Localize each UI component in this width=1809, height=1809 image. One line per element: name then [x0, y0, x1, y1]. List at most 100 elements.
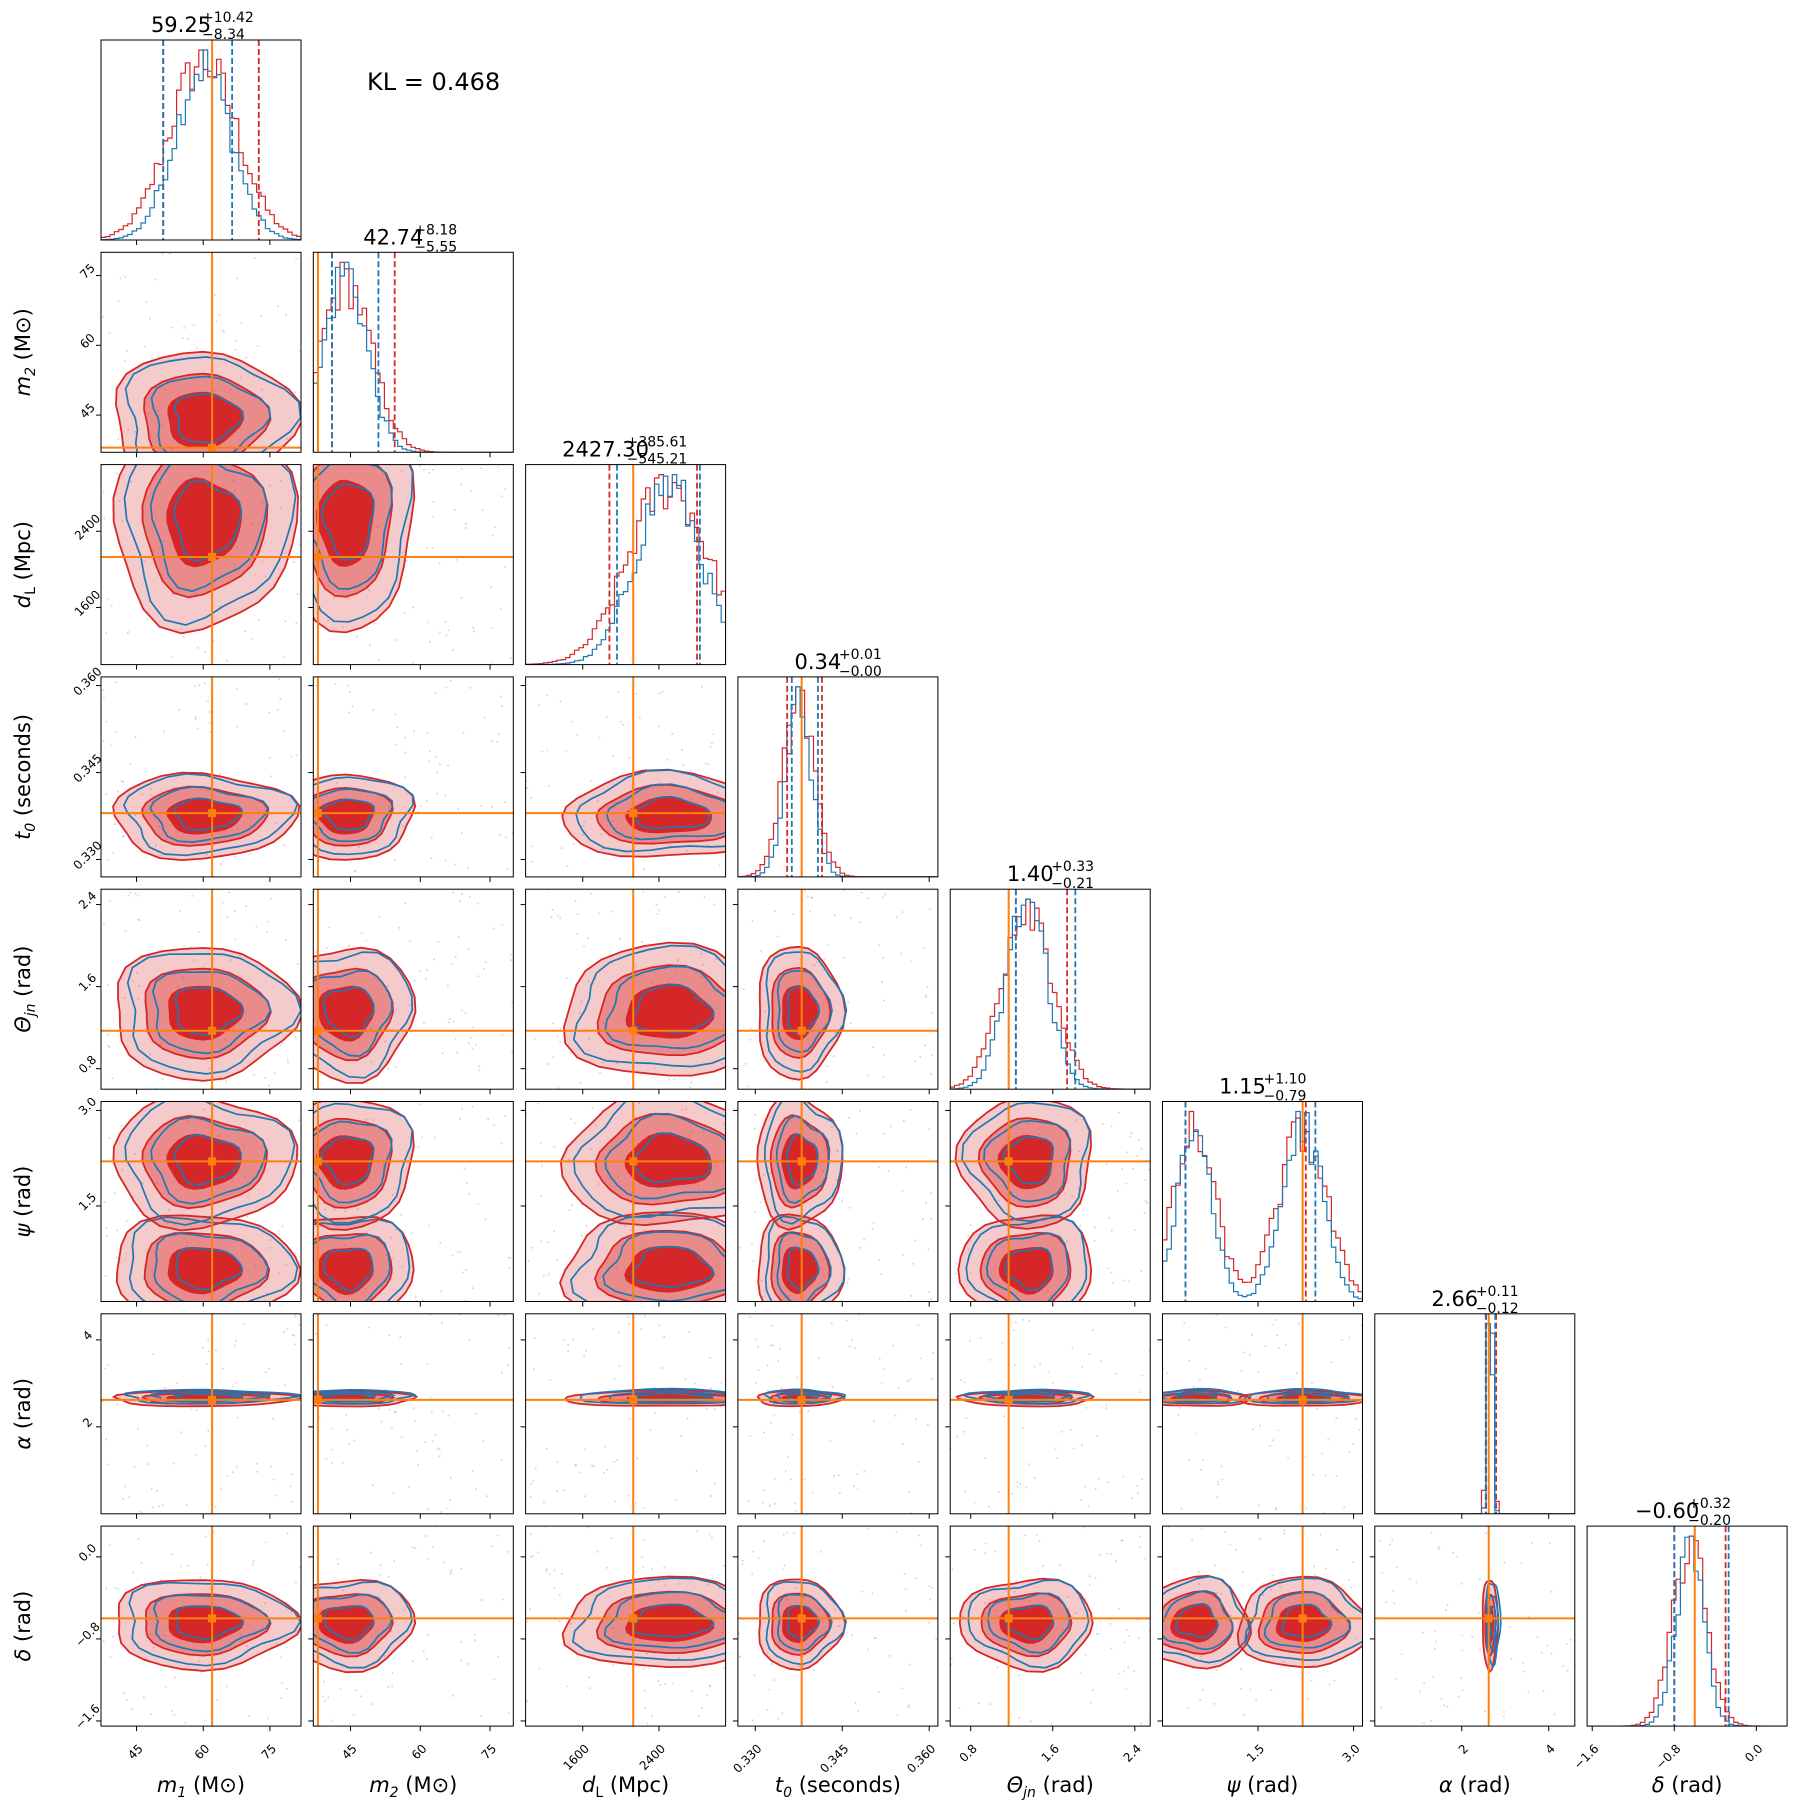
scatter-point — [264, 1541, 267, 1544]
panel-frame — [1162, 1313, 1363, 1515]
axis-label-symbol: Θ — [1007, 1773, 1024, 1797]
scatter-point — [702, 1188, 705, 1191]
scatter-point — [346, 1428, 349, 1431]
scatter-point — [1335, 1474, 1338, 1477]
scatter-point — [689, 769, 692, 772]
scatter-point — [860, 891, 863, 894]
x-tick-label-alpha: 4 — [1543, 1742, 1558, 1757]
scatter-point — [1033, 1365, 1036, 1368]
scatter-point — [856, 1472, 859, 1475]
scatter-point — [239, 376, 242, 379]
scatter-point — [354, 1688, 357, 1691]
scatter-point — [749, 1434, 752, 1437]
scatter-point — [770, 1663, 773, 1666]
scatter-point — [754, 1211, 757, 1214]
scatter-point — [880, 1381, 883, 1384]
scatter-point — [700, 1706, 703, 1709]
scatter-point — [717, 791, 720, 794]
scatter-point — [917, 1534, 920, 1537]
scatter-point — [676, 958, 679, 961]
scatter-point — [243, 1176, 246, 1179]
scatter-point — [1271, 1323, 1274, 1326]
scatter-point — [163, 1386, 166, 1389]
scatter-point — [391, 1671, 394, 1674]
scatter-point — [552, 1056, 555, 1059]
scatter-point — [542, 1501, 545, 1504]
scatter-point — [848, 1277, 851, 1280]
scatter-point — [358, 846, 361, 849]
panel-frame — [100, 888, 302, 1090]
scatter-point — [1423, 1721, 1426, 1724]
contour-blue-0 — [124, 1388, 301, 1405]
scatter-point — [492, 927, 495, 930]
scatter-point — [451, 963, 454, 966]
panel-content — [101, 1526, 301, 1727]
contour-blue-0 — [1162, 1575, 1251, 1664]
scatter-point — [1012, 1329, 1015, 1332]
scatter-point — [1202, 1458, 1205, 1461]
scatter-point — [511, 1001, 514, 1004]
scatter-point — [1002, 1415, 1005, 1418]
scatter-point — [1188, 1359, 1191, 1362]
scatter-point — [931, 1011, 934, 1014]
scatter-point — [1011, 1492, 1014, 1495]
scatter-point — [908, 1663, 911, 1666]
scatter-point — [214, 389, 217, 392]
scatter-point — [693, 1382, 696, 1385]
scatter-point — [448, 1499, 451, 1502]
panel-frame — [312, 251, 514, 453]
scatter-point — [234, 1344, 237, 1347]
scatter-point — [1143, 1212, 1146, 1215]
scatter-point — [1434, 1630, 1437, 1633]
scatter-point — [838, 1492, 841, 1495]
scatter-point — [1213, 1564, 1216, 1567]
scatter-point — [502, 1598, 505, 1601]
scatter-point — [1091, 1329, 1094, 1332]
scatter-point — [1140, 1147, 1143, 1150]
scatter-point — [376, 526, 379, 529]
scatter-point — [1199, 1468, 1202, 1471]
panel-content — [950, 889, 1151, 1090]
scatter-point — [587, 937, 590, 940]
histogram-blue — [1587, 1535, 1788, 1727]
scatter-point — [158, 1153, 161, 1156]
scatter-point — [1215, 1313, 1218, 1316]
scatter-point — [1437, 1546, 1440, 1549]
scatter-point — [460, 1567, 463, 1570]
scatter-point — [526, 787, 529, 790]
scatter-point — [171, 326, 174, 329]
scatter-point — [238, 954, 241, 957]
scatter-point — [123, 359, 126, 362]
scatter-point — [1094, 1577, 1097, 1580]
contour-panel-m1-delta: 45 60 75−1.6−0.80.0 — [72, 1525, 302, 1762]
panel-frame — [525, 464, 727, 666]
axis-label-unit: (M⊙) — [399, 1773, 458, 1797]
scatter-point — [1343, 1505, 1346, 1508]
scatter-point — [1128, 1635, 1131, 1638]
scatter-point — [887, 1169, 890, 1172]
scatter-point — [1141, 1374, 1144, 1377]
scatter-point — [298, 1323, 301, 1326]
scatter-point — [599, 1071, 602, 1074]
scatter-point — [1144, 1557, 1147, 1560]
scatter-point — [226, 1475, 229, 1478]
scatter-point — [202, 1108, 205, 1111]
scatter-point — [394, 713, 397, 716]
scatter-point — [164, 388, 167, 391]
scatter-point — [1461, 1649, 1464, 1652]
scatter-point — [901, 1253, 904, 1256]
scatter-point — [545, 1570, 548, 1573]
scatter-point — [1085, 1406, 1088, 1409]
scatter-point — [634, 965, 637, 968]
contour-blue-1 — [313, 1120, 393, 1204]
panel-frame — [737, 676, 939, 878]
contour-blue-2 — [786, 1392, 820, 1401]
scatter-point — [161, 252, 164, 255]
scatter-point — [527, 1259, 530, 1262]
scatter-point — [909, 1109, 912, 1112]
scatter-point — [700, 952, 703, 955]
scatter-point — [268, 1247, 271, 1250]
scatter-point — [1224, 1326, 1227, 1329]
scatter-point — [500, 1458, 503, 1461]
scatter-point — [930, 1377, 933, 1380]
